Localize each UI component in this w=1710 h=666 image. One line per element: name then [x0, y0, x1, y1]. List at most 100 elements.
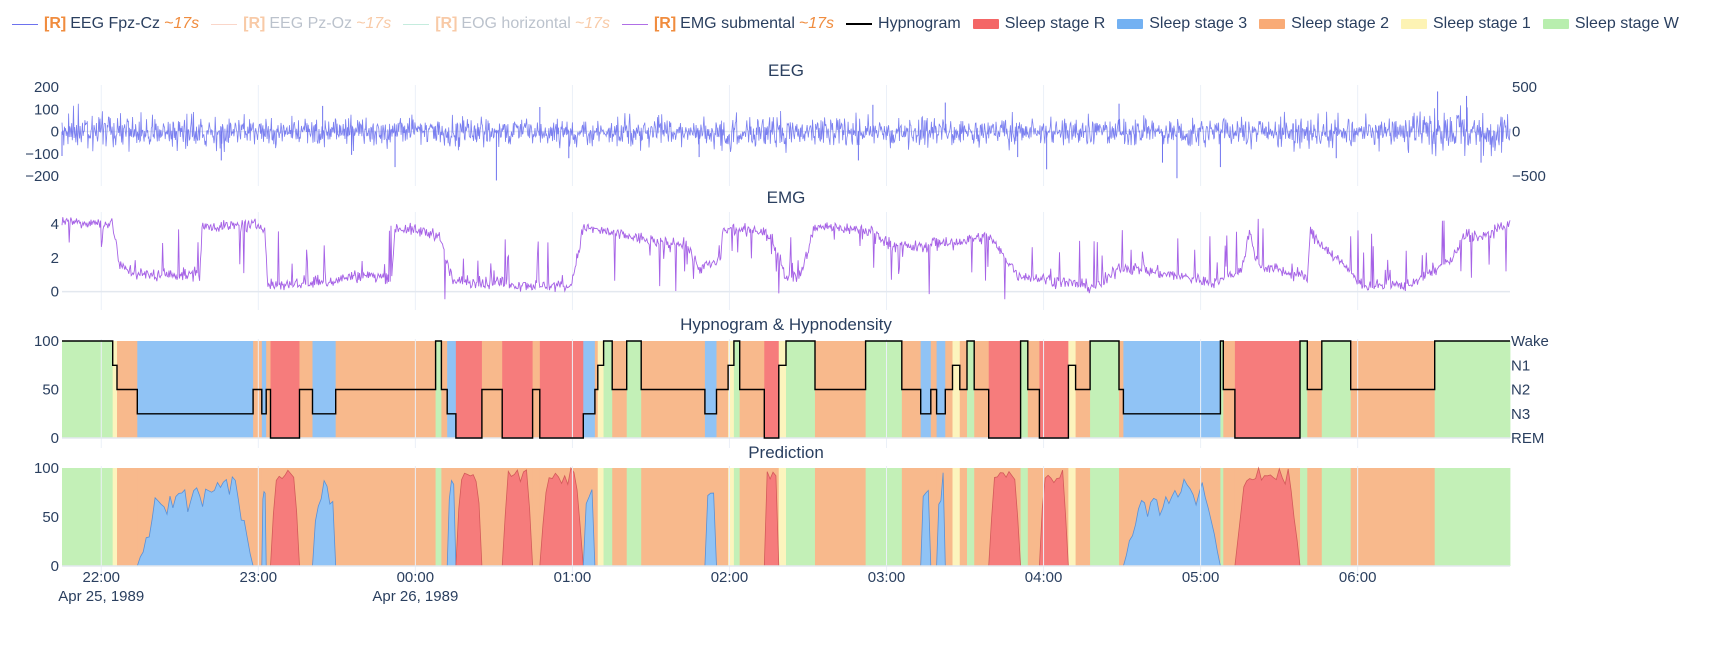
- legend-swatch: [1400, 19, 1427, 29]
- pred-area: [501, 469, 534, 567]
- emg-trace: [61, 217, 1511, 300]
- emg-panel: 0 2 4: [51, 212, 1511, 310]
- eeg-panel: −200 −100 0 100 200 −500 0 500: [25, 79, 1546, 186]
- pred-band: [728, 468, 735, 566]
- legend-item-sleep-stage-w[interactable]: Sleep stage W: [1542, 15, 1679, 33]
- stage-band: [1220, 341, 1224, 438]
- legend-suffix: ~17s: [574, 15, 610, 32]
- legend-swatch: [1259, 19, 1286, 29]
- stage-band: [455, 341, 483, 438]
- legend-swatch: [12, 23, 38, 25]
- pred-band: [253, 468, 263, 566]
- pred-band: [952, 468, 961, 566]
- pred-band: [481, 468, 503, 566]
- pred-band: [1020, 468, 1029, 566]
- legend-label: Sleep stage R: [1004, 15, 1106, 32]
- stage-band: [733, 341, 741, 438]
- stage-band: [764, 341, 780, 438]
- x-tick-label: 00:00: [397, 569, 435, 586]
- x-date-label: Apr 26, 1989: [372, 588, 458, 605]
- x-tick-label: 04:00: [1025, 569, 1063, 586]
- pred-band: [778, 468, 787, 566]
- pred-band: [739, 468, 765, 566]
- stage-band: [112, 341, 118, 438]
- pred-area: [312, 479, 337, 567]
- stage-band: [137, 341, 254, 438]
- y2-tick-label: 500: [1512, 79, 1537, 96]
- stage-band: [920, 341, 932, 438]
- pred-band: [930, 468, 937, 566]
- pred-band: [594, 468, 599, 566]
- stage-band: [626, 341, 642, 438]
- pred-area: [1234, 466, 1301, 567]
- pred-band: [1075, 468, 1091, 566]
- legend-label: EEG Pz-Oz: [269, 15, 353, 32]
- legend-swatch: [211, 23, 238, 25]
- legend-item-sleep-stage-2[interactable]: Sleep stage 2: [1259, 15, 1389, 33]
- y-tick-label: 0: [51, 284, 59, 301]
- pred-band: [974, 468, 990, 566]
- legend-item-sleep-stage-r[interactable]: Sleep stage R: [972, 15, 1106, 33]
- pred-band: [1321, 468, 1352, 566]
- stage-band: [1123, 341, 1221, 438]
- stage-label: REM: [1511, 430, 1544, 447]
- stage-band: [1020, 341, 1029, 438]
- legend-swatch: [1117, 19, 1144, 29]
- pred-band: [1223, 468, 1236, 566]
- pred-band: [786, 468, 816, 566]
- pred-area: [455, 472, 483, 567]
- pred-band: [612, 468, 628, 566]
- x-tick-label: 02:00: [711, 569, 749, 586]
- pred-area: [988, 470, 1022, 567]
- stage-band: [261, 341, 267, 438]
- y-tick-label: 50: [42, 509, 59, 526]
- stage-band: [728, 341, 735, 438]
- pred-band: [814, 468, 867, 566]
- x-tick-label: 05:00: [1182, 569, 1220, 586]
- stage-band: [704, 341, 717, 438]
- pred-band: [1307, 468, 1323, 566]
- legend-item-sleep-stage-3[interactable]: Sleep stage 3: [1117, 15, 1247, 33]
- stage-band: [583, 341, 596, 438]
- legend-item-hypnogram[interactable]: Hypnogram: [846, 15, 961, 33]
- pred-area: [270, 469, 300, 567]
- panel-title: Prediction: [748, 443, 824, 462]
- legend-label: Sleep stage 1: [1432, 15, 1531, 32]
- pred-band: [597, 468, 604, 566]
- pred-area: [261, 490, 267, 567]
- legend-item-eeg-fpz-cz[interactable]: [R] EEG Fpz-Cz ~17s: [12, 15, 199, 33]
- stage-band: [597, 341, 604, 438]
- stage-band: [786, 341, 816, 438]
- pred-band: [716, 468, 729, 566]
- stage-band: [447, 341, 457, 438]
- stage-band: [1300, 341, 1308, 438]
- stage-band: [1068, 341, 1076, 438]
- pred-band: [435, 468, 442, 566]
- pred-band: [441, 468, 448, 566]
- pred-band: [112, 468, 118, 566]
- legend-prefix: [R]: [435, 15, 458, 32]
- legend-item-eog-horizontal[interactable]: [R] EOG horizontal ~17s: [403, 15, 610, 33]
- pred-band: [266, 468, 271, 566]
- y-tick-label: 0: [51, 558, 59, 575]
- legend-item-sleep-stage-1[interactable]: Sleep stage 1: [1400, 15, 1531, 33]
- y-tick-label: 50: [42, 382, 59, 399]
- legend-suffix: ~17s: [356, 15, 392, 32]
- legend-prefix: [R]: [243, 15, 266, 32]
- stage-band: [1234, 341, 1301, 438]
- y-tick-label: 0: [51, 124, 59, 141]
- legend-label: Sleep stage W: [1574, 15, 1679, 32]
- y-tick-label: 2: [51, 250, 59, 267]
- stage-band: [1039, 341, 1069, 438]
- legend-item-emg-submental[interactable]: [R] EMG submental ~17s: [621, 15, 834, 33]
- legend-label: EMG submental: [680, 15, 795, 32]
- panel-title: EMG: [767, 188, 806, 207]
- y-tick-label: −200: [25, 168, 59, 185]
- stage-band: [62, 341, 114, 438]
- legend-item-eeg-pz-oz[interactable]: [R] EEG Pz-Oz ~17s: [211, 15, 391, 33]
- pred-band: [603, 468, 613, 566]
- pred-band: [1027, 468, 1040, 566]
- pred-band: [532, 468, 541, 566]
- pred-band: [1434, 468, 1511, 566]
